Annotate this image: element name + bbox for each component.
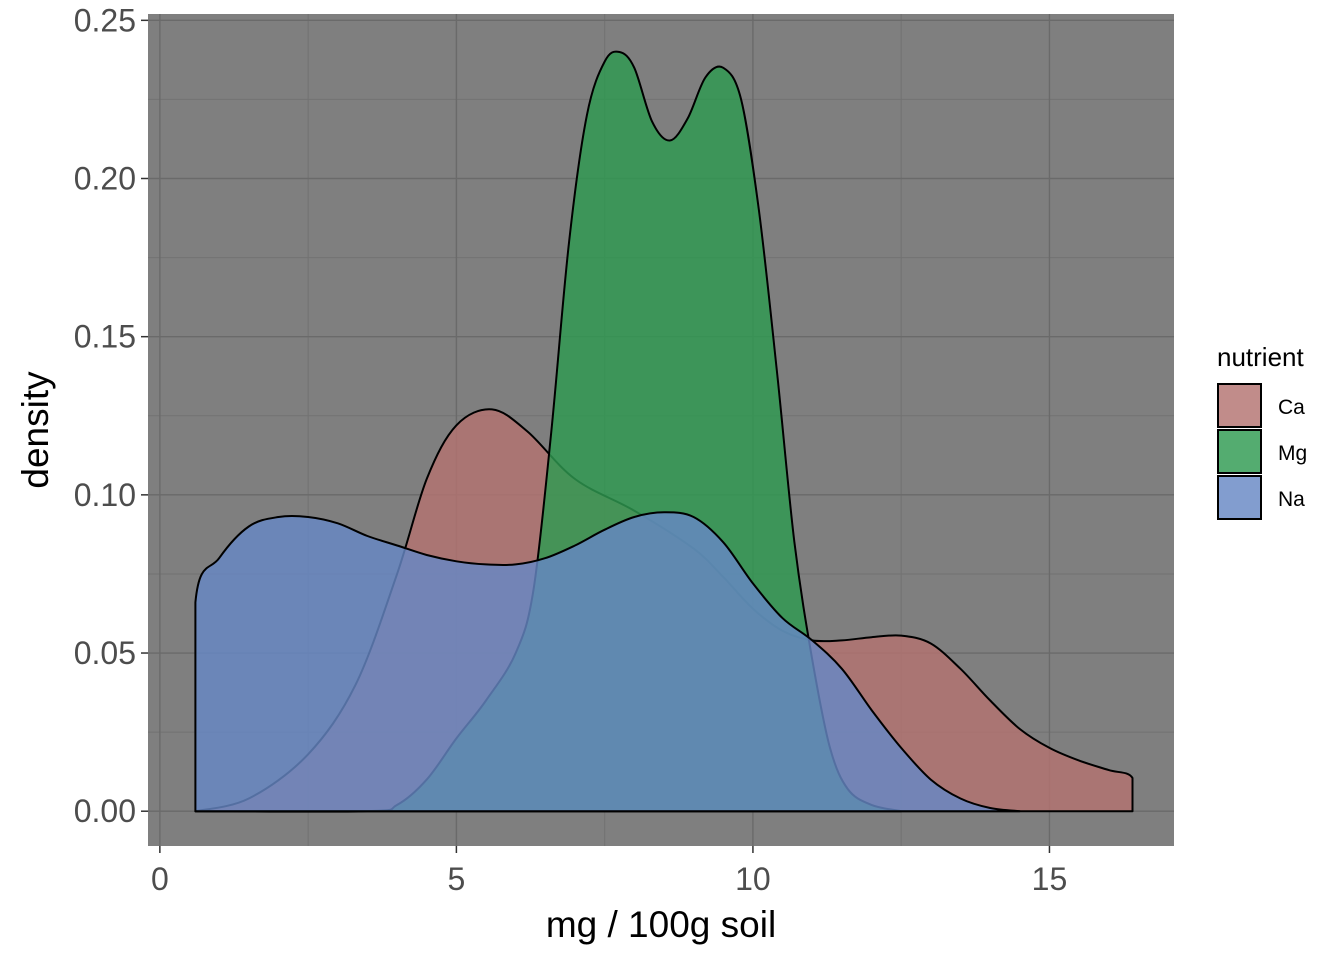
y-axis-ticks: 0.00 0.05 0.10 0.15 0.20 0.25 [74, 2, 148, 829]
legend-key-mg [1217, 429, 1262, 474]
x-tick-label: 0 [151, 861, 169, 897]
legend-title: nutrient [1217, 342, 1304, 372]
x-tick-label: 10 [735, 861, 771, 897]
x-tick-label: 5 [447, 861, 465, 897]
y-tick-label: 0.10 [74, 477, 136, 513]
legend-label-ca: Ca [1278, 396, 1305, 419]
legend-key-ca [1217, 383, 1262, 428]
y-tick-label: 0.00 [74, 793, 136, 829]
y-axis-title: density [15, 371, 56, 489]
y-tick-label: 0.20 [74, 161, 136, 197]
legend: nutrient Ca Mg Na [1217, 342, 1307, 520]
legend-key-na [1217, 475, 1262, 520]
legend-items: Ca Mg Na [1217, 383, 1307, 520]
density-areas [194, 50, 1134, 813]
x-axis-title: mg / 100g soil [546, 904, 776, 945]
axes: 0 5 10 15 0.00 0.05 0.10 0.15 0.20 0.25 [74, 2, 1068, 897]
density-area-na [194, 511, 1021, 813]
x-axis-ticks: 0 5 10 15 [151, 846, 1067, 897]
y-tick-label: 0.15 [74, 319, 136, 355]
y-tick-label: 0.25 [74, 2, 136, 38]
legend-label-mg: Mg [1278, 442, 1307, 465]
legend-label-na: Na [1278, 488, 1305, 511]
x-tick-label: 15 [1032, 861, 1068, 897]
y-tick-label: 0.05 [74, 635, 136, 671]
